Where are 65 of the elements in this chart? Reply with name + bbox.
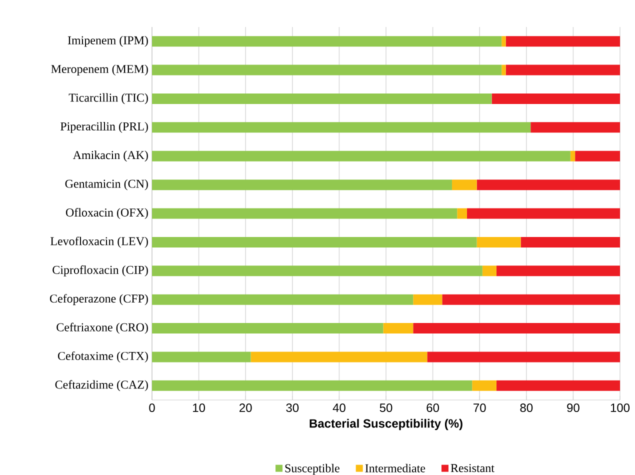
bar <box>427 352 620 362</box>
bar <box>506 64 620 76</box>
y-tick-label: Ceftriaxone (CRO) <box>56 322 148 334</box>
x-tick-label: 60 <box>426 404 440 412</box>
y-tick-label: Ticarcillin (TIC) <box>68 93 148 104</box>
bar <box>466 208 620 219</box>
y-tick-label: Cefoperazone (CFP) <box>50 294 148 306</box>
bar <box>570 150 576 162</box>
y-tick-label: Ciprofloxacin (CIP) <box>52 265 148 276</box>
x-tick-label: 30 <box>286 404 299 412</box>
x-tick-label: 100 <box>610 404 630 412</box>
bar <box>476 236 521 248</box>
bar <box>152 36 502 47</box>
bar <box>152 150 570 162</box>
bar <box>502 36 506 47</box>
bar <box>472 380 496 391</box>
x-tick-label: 10 <box>193 404 206 412</box>
bar <box>413 323 620 334</box>
x-tick-label: 70 <box>474 404 486 412</box>
y-tick-label: Amikacin (AK) <box>72 150 148 162</box>
y-tick-label: Piperacillin (PRL) <box>60 122 148 133</box>
y-tick-label: Ofloxacin (OFX) <box>66 208 148 220</box>
y-tick-label: Meropenem (MEM) <box>51 64 148 76</box>
x-tick-label: 90 <box>567 404 580 412</box>
bar <box>457 208 467 219</box>
bar <box>413 294 442 305</box>
bar <box>482 266 496 276</box>
legend-label: Intermediate <box>365 464 426 472</box>
x-tick-label: 20 <box>240 404 252 412</box>
bar <box>506 36 620 47</box>
bar <box>152 122 531 133</box>
bar <box>496 266 620 276</box>
y-tick-label: Gentamicin (CN) <box>65 179 148 190</box>
x-tick-label: 80 <box>520 404 533 412</box>
bar <box>492 93 620 104</box>
bar <box>452 180 477 190</box>
legend-label: Susceptible <box>285 464 340 475</box>
bar <box>496 380 620 391</box>
bar <box>152 208 458 219</box>
bar <box>152 352 251 362</box>
bar <box>152 64 502 76</box>
bar <box>520 236 620 248</box>
bar <box>476 180 620 190</box>
bar <box>442 294 620 305</box>
x-tick-label: 50 <box>380 404 392 412</box>
bar <box>250 352 428 362</box>
bar <box>152 380 472 391</box>
x-tick-label: 0 <box>149 404 155 412</box>
bar <box>502 64 506 76</box>
bar <box>152 294 414 305</box>
legend-label: Resistant <box>450 464 494 472</box>
bar <box>152 323 384 334</box>
bar <box>152 180 452 190</box>
bar <box>152 236 477 248</box>
bar <box>383 323 414 334</box>
bar <box>152 93 492 104</box>
bar <box>575 150 620 162</box>
y-tick-label: Cefotaxime (CTX) <box>58 351 148 362</box>
y-tick-label: Imipenem (IPM) <box>68 36 148 47</box>
y-tick-label: Levofloxacin (LEV) <box>50 236 148 248</box>
bar <box>152 266 482 276</box>
x-tick-label: 40 <box>332 404 346 412</box>
y-tick-label: Ceftazidime (CAZ) <box>55 380 148 392</box>
x-axis-title: Bacterial Susceptibility (%) <box>310 418 462 430</box>
bar <box>530 122 620 133</box>
